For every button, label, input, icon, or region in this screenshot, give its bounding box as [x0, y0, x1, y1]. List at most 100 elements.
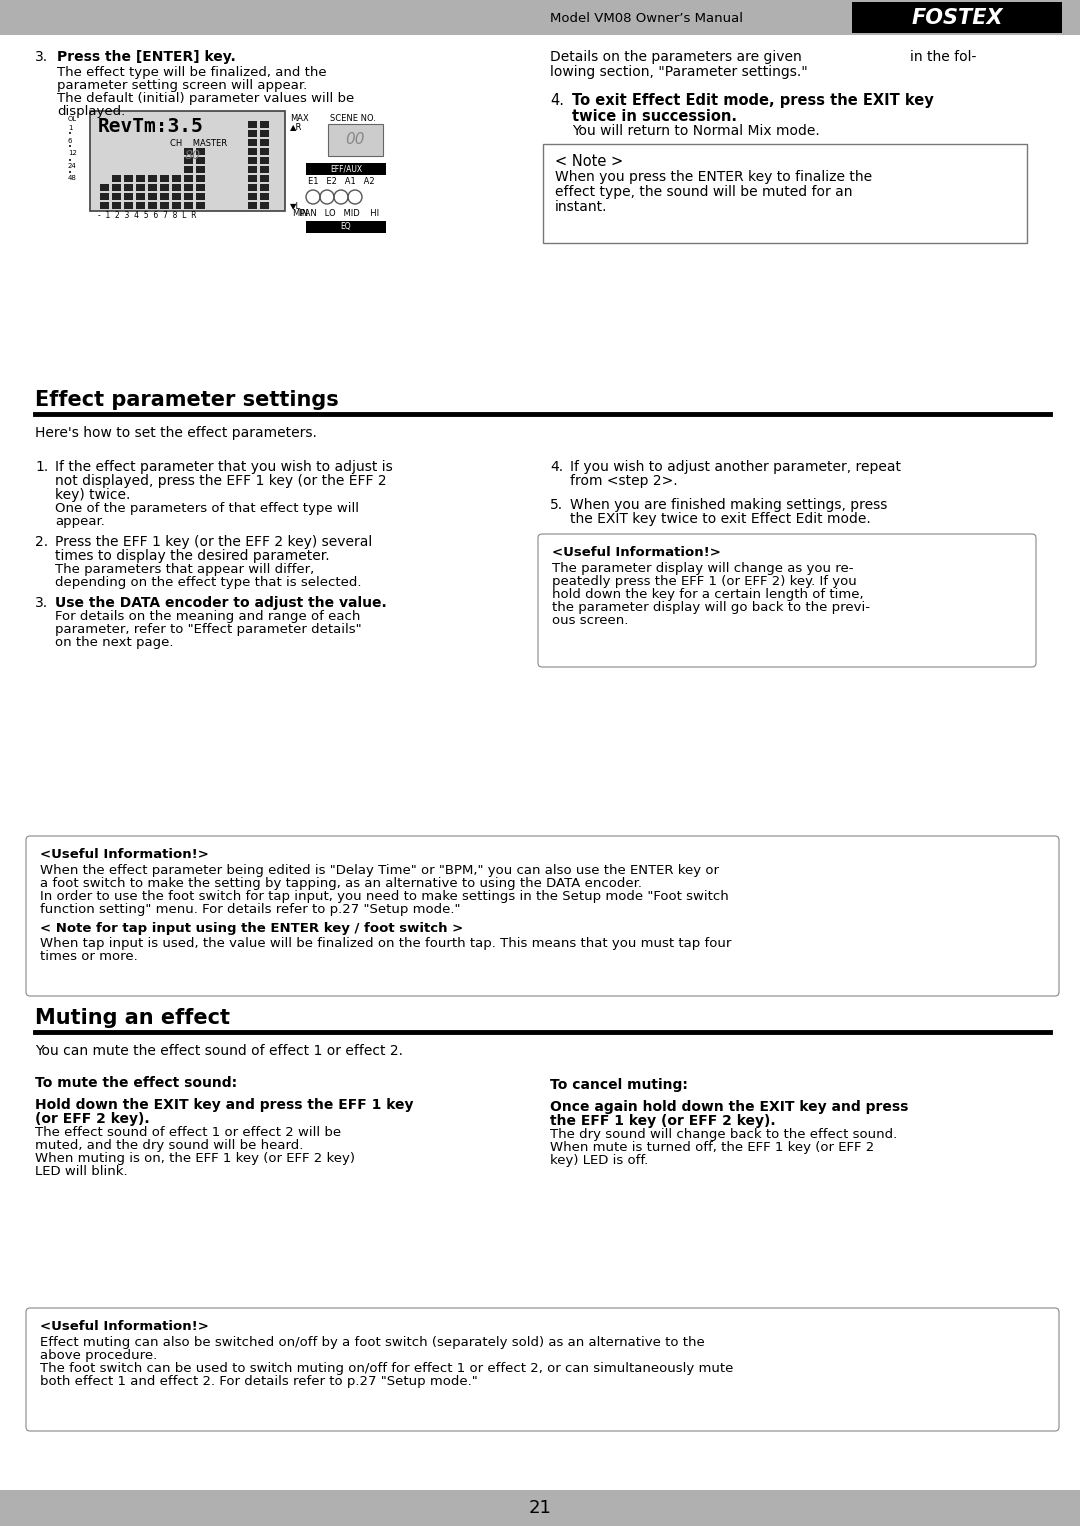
FancyBboxPatch shape — [148, 175, 157, 182]
Text: hold down the key for a certain length of time,: hold down the key for a certain length o… — [552, 588, 864, 601]
Text: RevTm:3.5: RevTm:3.5 — [98, 118, 204, 136]
Text: times to display the desired parameter.: times to display the desired parameter. — [55, 549, 329, 563]
Text: LED will blink.: LED will blink. — [35, 1164, 127, 1178]
FancyBboxPatch shape — [0, 1489, 1080, 1526]
Text: For details on the meaning and range of each: For details on the meaning and range of … — [55, 610, 361, 623]
FancyBboxPatch shape — [248, 185, 257, 191]
Text: parameter setting screen will appear.: parameter setting screen will appear. — [57, 79, 307, 92]
Text: peatedly press the EFF 1 (or EFF 2) key. If you: peatedly press the EFF 1 (or EFF 2) key.… — [552, 575, 856, 588]
Text: 3.: 3. — [35, 597, 49, 610]
FancyBboxPatch shape — [148, 201, 157, 209]
Text: When the effect parameter being edited is "Delay Time" or "BPM," you can also us: When the effect parameter being edited i… — [40, 864, 719, 877]
Text: the EFF 1 key (or EFF 2 key).: the EFF 1 key (or EFF 2 key). — [550, 1114, 775, 1128]
Text: You can mute the effect sound of effect 1 or effect 2.: You can mute the effect sound of effect … — [35, 1044, 403, 1058]
Text: muted, and the dry sound will be heard.: muted, and the dry sound will be heard. — [35, 1138, 303, 1152]
Text: appear.: appear. — [55, 514, 105, 528]
Text: Muting an effect: Muting an effect — [35, 1009, 230, 1029]
Text: 4.: 4. — [550, 93, 564, 108]
Text: FOSTEX: FOSTEX — [912, 8, 1003, 27]
Text: in the fol-: in the fol- — [910, 50, 976, 64]
FancyBboxPatch shape — [248, 130, 257, 137]
Text: times or more.: times or more. — [40, 951, 138, 963]
Text: (or EFF 2 key).: (or EFF 2 key). — [35, 1112, 150, 1126]
Text: from <step 2>.: from <step 2>. — [570, 475, 677, 488]
Text: EQ: EQ — [340, 223, 351, 232]
Text: < Note for tap input using the ENTER key / foot switch >: < Note for tap input using the ENTER key… — [40, 922, 463, 935]
Text: < Note >: < Note > — [555, 154, 623, 169]
FancyBboxPatch shape — [100, 192, 109, 200]
Text: lowing section, "Parameter settings.": lowing section, "Parameter settings." — [550, 66, 808, 79]
Text: To exit Effect Edit mode, press the EXIT key: To exit Effect Edit mode, press the EXIT… — [572, 93, 934, 108]
Text: a foot switch to make the setting by tapping, as an alternative to using the DAT: a foot switch to make the setting by tap… — [40, 877, 642, 890]
Text: 6: 6 — [68, 137, 72, 143]
Text: OL: OL — [68, 116, 78, 122]
FancyBboxPatch shape — [112, 201, 121, 209]
Text: displayed.: displayed. — [57, 105, 125, 118]
Text: Effect muting can also be switched on/off by a foot switch (separately sold) as : Effect muting can also be switched on/of… — [40, 1335, 705, 1349]
FancyBboxPatch shape — [195, 192, 205, 200]
Text: In order to use the foot switch for tap input, you need to make settings in the : In order to use the foot switch for tap … — [40, 890, 729, 903]
Text: Model VM08 Owner’s Manual: Model VM08 Owner’s Manual — [550, 12, 743, 24]
Text: Details on the parameters are given: Details on the parameters are given — [550, 50, 801, 64]
Text: the parameter display will go back to the previ-: the parameter display will go back to th… — [552, 601, 870, 613]
Text: Once again hold down the EXIT key and press: Once again hold down the EXIT key and pr… — [550, 1100, 908, 1114]
Text: To mute the effect sound:: To mute the effect sound: — [35, 1076, 238, 1090]
Text: Here's how to set the effect parameters.: Here's how to set the effect parameters. — [35, 426, 316, 439]
FancyBboxPatch shape — [100, 201, 109, 209]
FancyBboxPatch shape — [184, 201, 193, 209]
Text: When you press the ENTER key to finalize the: When you press the ENTER key to finalize… — [555, 169, 873, 185]
Text: ▼L: ▼L — [291, 201, 301, 211]
Text: on the next page.: on the next page. — [55, 636, 174, 649]
FancyBboxPatch shape — [124, 192, 133, 200]
FancyBboxPatch shape — [248, 157, 257, 163]
FancyBboxPatch shape — [112, 185, 121, 191]
Text: 48: 48 — [68, 175, 77, 182]
Text: One of the parameters of that effect type will: One of the parameters of that effect typ… — [55, 502, 359, 514]
FancyBboxPatch shape — [148, 185, 157, 191]
Text: <Useful Information!>: <Useful Information!> — [552, 546, 720, 559]
FancyBboxPatch shape — [260, 175, 269, 182]
FancyBboxPatch shape — [248, 139, 257, 146]
FancyBboxPatch shape — [260, 130, 269, 137]
FancyBboxPatch shape — [172, 201, 181, 209]
FancyBboxPatch shape — [260, 121, 269, 128]
Text: not displayed, press the EFF 1 key (or the EFF 2: not displayed, press the EFF 1 key (or t… — [55, 475, 387, 488]
FancyBboxPatch shape — [195, 148, 205, 156]
Text: 1: 1 — [68, 125, 72, 131]
FancyBboxPatch shape — [172, 185, 181, 191]
FancyBboxPatch shape — [136, 185, 145, 191]
Text: depending on the effect type that is selected.: depending on the effect type that is sel… — [55, 575, 362, 589]
FancyBboxPatch shape — [112, 175, 121, 182]
FancyBboxPatch shape — [248, 148, 257, 156]
FancyBboxPatch shape — [260, 185, 269, 191]
Text: When mute is turned off, the EFF 1 key (or EFF 2: When mute is turned off, the EFF 1 key (… — [550, 1141, 874, 1154]
Text: The default (initial) parameter values will be: The default (initial) parameter values w… — [57, 92, 354, 105]
Text: 21: 21 — [528, 1499, 552, 1517]
FancyBboxPatch shape — [124, 175, 133, 182]
FancyBboxPatch shape — [260, 192, 269, 200]
FancyBboxPatch shape — [136, 192, 145, 200]
Text: <Useful Information!>: <Useful Information!> — [40, 848, 208, 861]
FancyBboxPatch shape — [260, 148, 269, 156]
FancyBboxPatch shape — [852, 2, 1062, 34]
FancyBboxPatch shape — [184, 192, 193, 200]
Text: The parameters that appear will differ,: The parameters that appear will differ, — [55, 563, 314, 575]
FancyBboxPatch shape — [248, 166, 257, 172]
FancyBboxPatch shape — [184, 175, 193, 182]
Text: 1.: 1. — [35, 459, 49, 475]
Text: ▲R: ▲R — [291, 122, 302, 131]
FancyBboxPatch shape — [195, 157, 205, 163]
Text: Press the [ENTER] key.: Press the [ENTER] key. — [57, 50, 235, 64]
Text: Effect parameter settings: Effect parameter settings — [35, 391, 339, 410]
FancyBboxPatch shape — [248, 121, 257, 128]
Text: The effect type will be finalized, and the: The effect type will be finalized, and t… — [57, 66, 326, 79]
FancyBboxPatch shape — [160, 192, 168, 200]
FancyBboxPatch shape — [172, 192, 181, 200]
Text: To cancel muting:: To cancel muting: — [550, 1077, 688, 1093]
Text: 00: 00 — [346, 133, 365, 148]
Text: 80: 80 — [185, 150, 201, 162]
Text: MIN: MIN — [292, 209, 308, 218]
Text: both effect 1 and effect 2. For details refer to p.27 "Setup mode.": both effect 1 and effect 2. For details … — [40, 1375, 477, 1389]
FancyBboxPatch shape — [148, 192, 157, 200]
Text: key) LED is off.: key) LED is off. — [550, 1154, 648, 1167]
